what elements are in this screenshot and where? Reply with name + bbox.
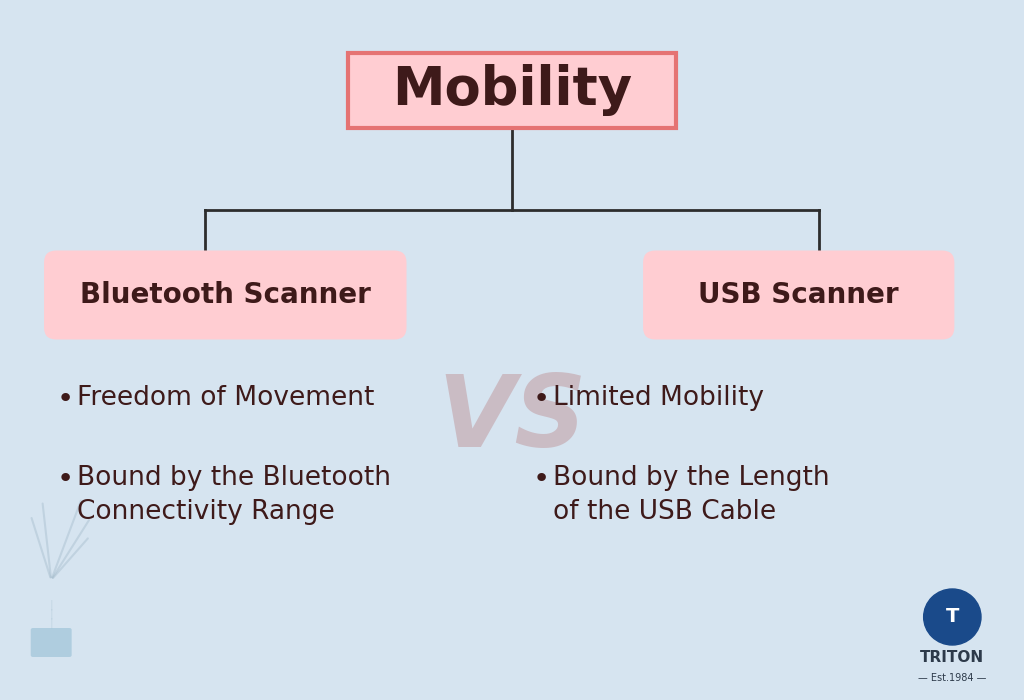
Text: VS: VS bbox=[437, 372, 587, 468]
Text: — Est.1984 —: — Est.1984 — bbox=[919, 673, 986, 683]
FancyBboxPatch shape bbox=[44, 251, 407, 340]
Circle shape bbox=[924, 589, 981, 645]
Text: •: • bbox=[532, 465, 550, 493]
FancyBboxPatch shape bbox=[643, 251, 954, 340]
Text: Limited Mobility: Limited Mobility bbox=[553, 385, 764, 411]
FancyBboxPatch shape bbox=[348, 52, 676, 127]
Text: TRITON: TRITON bbox=[921, 650, 984, 665]
Text: •: • bbox=[56, 385, 74, 413]
Text: T: T bbox=[945, 608, 959, 626]
Text: USB Scanner: USB Scanner bbox=[698, 281, 899, 309]
Text: •: • bbox=[56, 465, 74, 493]
Text: Bound by the Bluetooth
Connectivity Range: Bound by the Bluetooth Connectivity Rang… bbox=[77, 465, 391, 525]
Text: Bluetooth Scanner: Bluetooth Scanner bbox=[80, 281, 371, 309]
Text: •: • bbox=[532, 385, 550, 413]
Text: |
|
|: | | | bbox=[49, 600, 53, 629]
FancyBboxPatch shape bbox=[31, 628, 72, 657]
Text: Freedom of Movement: Freedom of Movement bbox=[77, 385, 374, 411]
Text: Mobility: Mobility bbox=[392, 64, 632, 116]
Text: Bound by the Length
of the USB Cable: Bound by the Length of the USB Cable bbox=[553, 465, 829, 525]
